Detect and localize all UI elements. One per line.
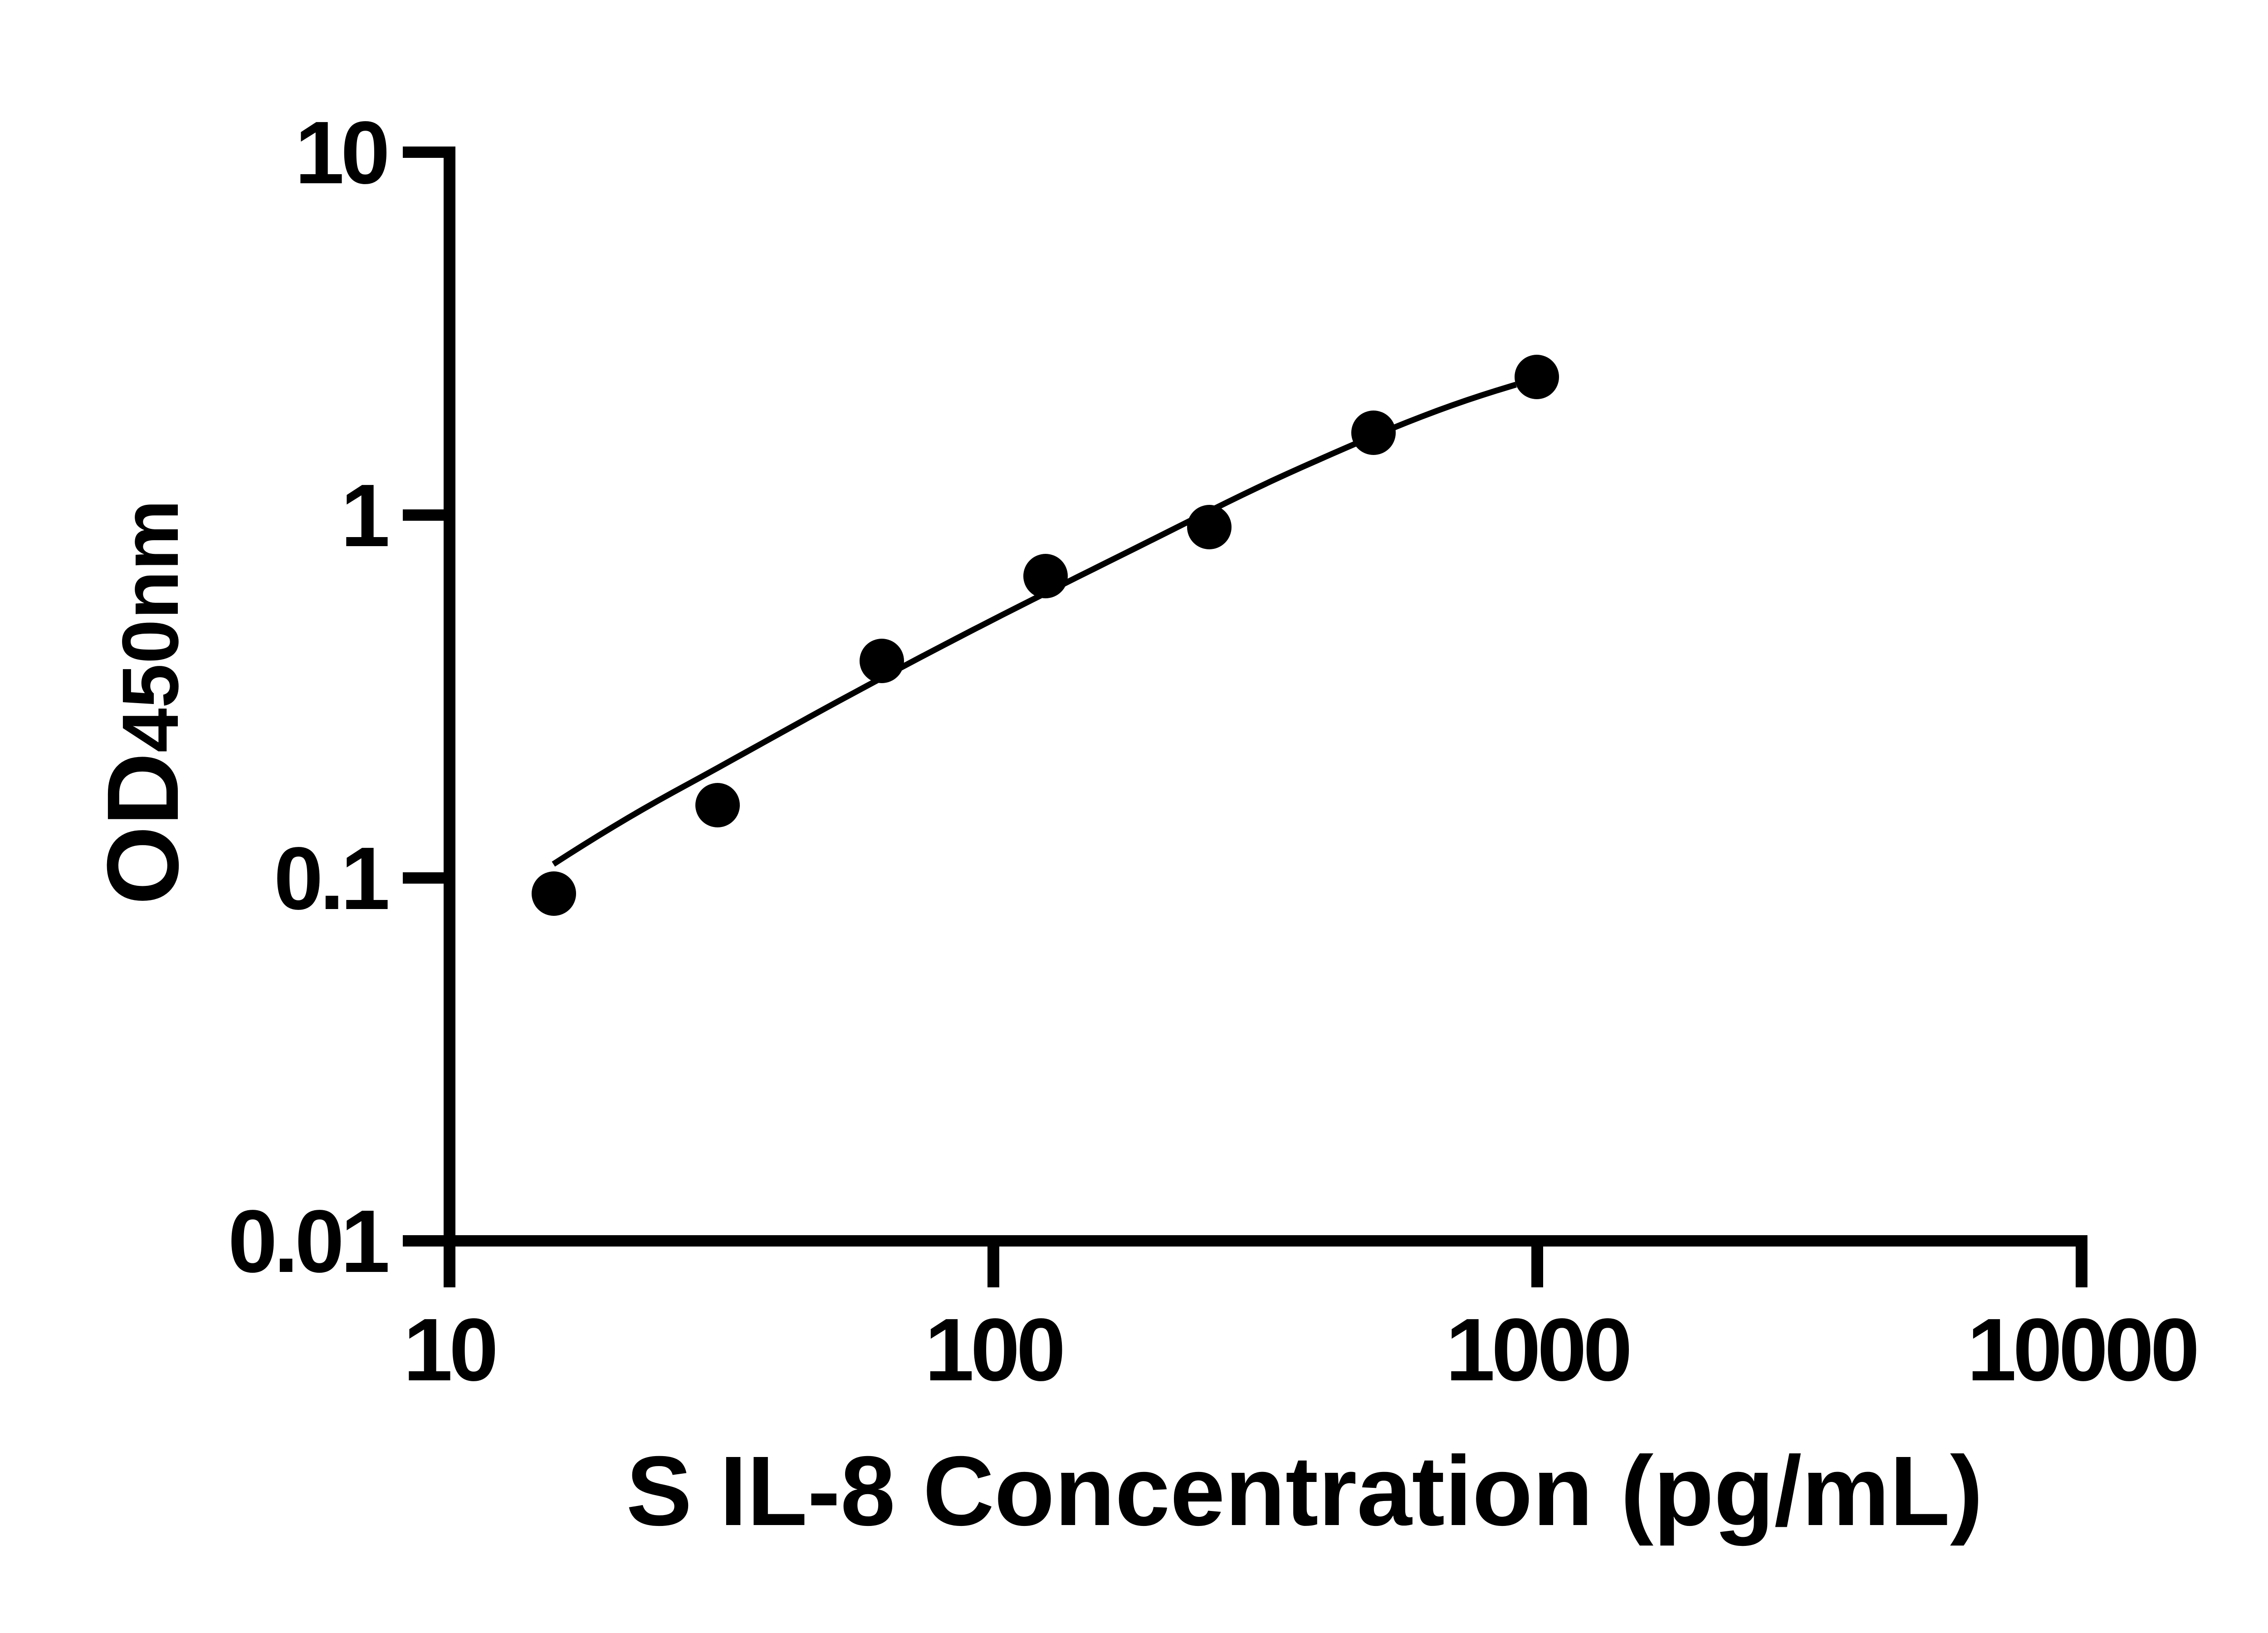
svg-text:OD450nm: OD450nm bbox=[86, 499, 200, 905]
svg-text:10: 10 bbox=[403, 1300, 495, 1399]
svg-text:0.1: 0.1 bbox=[274, 829, 388, 928]
svg-text:10000: 10000 bbox=[1967, 1300, 2196, 1399]
svg-text:1: 1 bbox=[341, 466, 388, 565]
svg-text:10: 10 bbox=[295, 103, 386, 202]
svg-text:S IL-8 Concentration (pg/mL): S IL-8 Concentration (pg/mL) bbox=[626, 1436, 1983, 1546]
svg-text:0.01: 0.01 bbox=[228, 1192, 388, 1291]
svg-text:1000: 1000 bbox=[1446, 1300, 1629, 1399]
svg-text:100: 100 bbox=[924, 1300, 1062, 1399]
